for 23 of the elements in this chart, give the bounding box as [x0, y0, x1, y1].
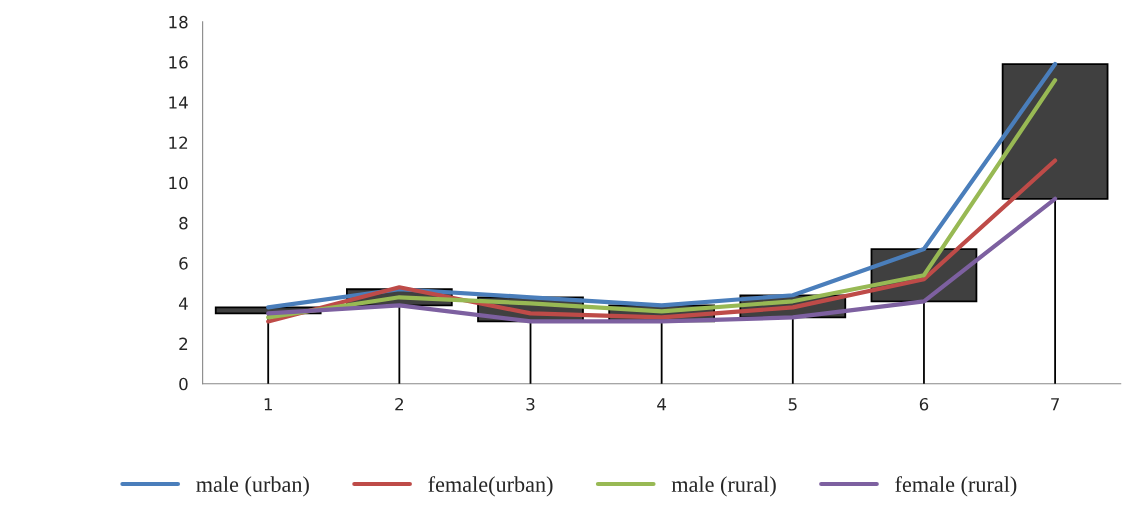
y-tick-label: 6	[179, 257, 188, 270]
x-tick-label: 4	[657, 398, 667, 411]
legend-label: male (rural)	[671, 476, 776, 497]
x-tick-label: 1	[264, 398, 272, 411]
x-tick-label: 6	[919, 397, 929, 411]
x-tick-label: 2	[395, 397, 403, 411]
x-tick-label: 5	[788, 398, 797, 411]
y-tick-label: 16	[169, 56, 188, 69]
x-tick-label: 3	[526, 397, 535, 411]
legend-label: female (rural)	[895, 476, 1017, 497]
line-series	[266, 196, 1058, 324]
legend-label: male (urban)	[196, 476, 309, 497]
y-tick-label: 10	[169, 176, 188, 190]
y-tick-label: 18	[169, 15, 188, 29]
y-tick-label: 8	[179, 216, 188, 230]
y-tick-label: 14	[169, 96, 188, 109]
y-tick-label: 12	[169, 136, 188, 149]
y-tick-label: 0	[179, 377, 188, 391]
y-tick-label: 4	[178, 297, 188, 310]
x-tick-label: 7	[1051, 398, 1059, 411]
y-tick-label: 2	[179, 337, 188, 350]
line-series	[266, 158, 1058, 324]
legend-label: female(urban)	[428, 476, 553, 497]
